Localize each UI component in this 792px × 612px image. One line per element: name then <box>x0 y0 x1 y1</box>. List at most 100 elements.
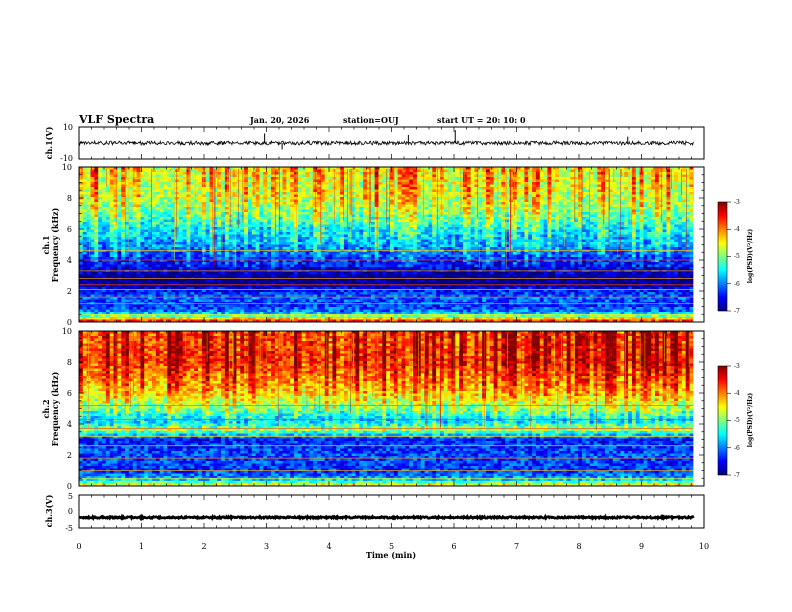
spectrogram-cell <box>320 239 326 243</box>
spectrogram-cell <box>244 267 249 270</box>
spectrogram-cell <box>144 199 149 203</box>
spectrogram-cell <box>240 284 245 288</box>
spectrogram-cell <box>244 204 249 208</box>
spectrogram-cell <box>324 264 329 268</box>
spectrogram-cell <box>355 197 360 200</box>
spectrogram-cell <box>198 189 203 193</box>
spectrogram-cell <box>332 237 337 240</box>
spectrogram-cell <box>332 254 337 258</box>
spectrogram-cell <box>313 272 318 275</box>
spectrogram-cell <box>190 194 195 198</box>
spectrogram-cell <box>224 309 230 313</box>
spectrogram-cell <box>301 229 306 233</box>
spectrogram-cell <box>328 207 333 210</box>
spectrogram-cell <box>217 274 222 278</box>
spectrogram-cell <box>94 239 99 243</box>
spectrogram-cell <box>198 247 203 250</box>
spectrogram-cell <box>286 304 291 308</box>
spectrogram-cell <box>224 224 230 228</box>
spectrogram-cell <box>128 279 134 283</box>
spectrogram-cell <box>102 292 107 295</box>
spectrogram-cell <box>105 174 111 178</box>
spectrogram-cell <box>297 257 303 260</box>
spectrogram-cell <box>301 184 306 188</box>
spectrogram-cell <box>255 304 260 308</box>
spectrogram-cell <box>359 182 364 185</box>
spectrogram-cell <box>236 294 241 298</box>
spectrogram-cell <box>336 222 341 225</box>
spectrogram-cell <box>198 224 203 228</box>
spectrogram-cell <box>244 187 249 190</box>
spectrogram-cell <box>301 279 306 283</box>
spectrogram-cell <box>255 314 260 318</box>
spectrogram-cell <box>194 172 199 175</box>
spectrogram-cell <box>163 192 168 195</box>
spectrogram-cell <box>159 209 164 213</box>
spectrogram-cell <box>198 219 203 223</box>
spectrogram-cell <box>79 254 84 258</box>
spectrogram-cell <box>244 289 249 293</box>
spectrogram-cell <box>340 319 345 322</box>
spectrogram-cell <box>320 267 326 270</box>
spectrogram-cell <box>151 199 157 203</box>
spectrogram-cell <box>159 222 164 225</box>
spectrogram-cell <box>317 314 322 318</box>
spectrogram-cell <box>178 264 184 268</box>
spectrogram-cell <box>351 184 356 188</box>
spectrogram-cell <box>247 252 253 255</box>
spectrogram-cell <box>167 179 172 183</box>
spectrogram-cell <box>144 217 149 220</box>
spectrogram-cell <box>217 182 222 185</box>
spectrogram-cell <box>328 262 333 265</box>
spectrogram-cell <box>370 227 376 230</box>
spectrogram-cell <box>244 309 249 313</box>
spectrogram-cell <box>297 194 303 198</box>
spectrogram-cell <box>86 234 91 238</box>
spectrogram-cell <box>313 259 318 263</box>
spectrogram-cell <box>109 237 114 240</box>
spectrogram-cell <box>86 182 91 185</box>
spectrogram-cell <box>221 299 226 303</box>
spectrogram-cell <box>205 187 210 190</box>
spectrogram-cell <box>136 167 141 170</box>
spectrogram-cell <box>309 207 314 210</box>
spectrogram-cell <box>320 272 326 275</box>
spectrogram-cell <box>332 317 337 320</box>
spectrogram-cell <box>167 297 172 300</box>
spectrogram-cell <box>255 219 260 223</box>
spectrogram-cell <box>121 289 126 293</box>
spectrogram-cell <box>144 207 149 210</box>
spectrogram-cell <box>144 189 149 193</box>
spectrogram-cell <box>128 187 134 190</box>
spectrogram-cell <box>113 264 118 268</box>
spectrogram-cell <box>328 304 333 308</box>
spectrogram-cell <box>313 282 318 285</box>
spectrogram-cell <box>347 267 352 270</box>
spectrogram-cell <box>240 192 245 195</box>
spectrogram-cell <box>209 252 214 255</box>
spectrogram-cell <box>317 252 322 255</box>
spectrogram-cell <box>305 267 310 270</box>
spectrogram-cell <box>343 292 349 295</box>
spectrogram-cell <box>228 264 233 268</box>
spectrogram-cell <box>144 227 149 230</box>
ch1-ytick-bottom: -10 <box>60 154 73 163</box>
spectrogram-cell <box>320 217 326 220</box>
spectrogram-cell <box>309 247 314 250</box>
spectrogram-cell <box>324 294 329 298</box>
spectrogram-cell <box>370 264 376 268</box>
spectrogram-cell <box>86 242 91 245</box>
spectrogram-cell <box>255 214 260 218</box>
spectrogram-cell <box>301 299 306 303</box>
spectrogram-cell <box>247 169 253 173</box>
spectrogram-cell <box>82 309 88 313</box>
spectrogram-cell <box>224 199 230 203</box>
spectrogram-cell <box>201 247 207 250</box>
spectrogram-cell <box>217 219 222 223</box>
spectrogram-cell <box>244 292 249 295</box>
spectrogram-cell <box>217 214 222 218</box>
spectrogram-cell <box>213 319 218 322</box>
spectrogram-cell <box>140 234 145 238</box>
spectrogram-cell <box>347 232 352 235</box>
spectrogram-cell <box>86 204 91 208</box>
